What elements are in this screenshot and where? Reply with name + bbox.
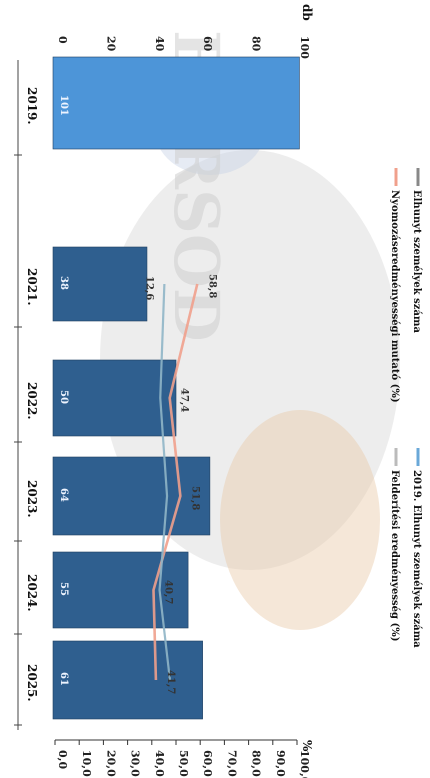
right-axis-tick-label: 30,0	[129, 750, 142, 777]
left-axis-tick-label: 100	[298, 36, 311, 59]
line-value-label: 47,4	[179, 388, 190, 412]
bar-value-label: 64	[58, 488, 69, 502]
bars	[52, 56, 300, 720]
bar-2021	[52, 246, 148, 322]
bar-2023	[52, 456, 211, 536]
left-axis-tick-label: 0	[56, 36, 69, 44]
bar-2024	[52, 551, 189, 629]
bar-value-label: 38	[58, 276, 69, 290]
left-axis-tick-label: 80	[250, 36, 263, 52]
legend-label: 2019. Elhunyt személyek száma	[411, 470, 422, 648]
right-axis-tick-label: 10,0	[80, 750, 93, 777]
right-axis-tick-label: 80,0	[250, 750, 263, 777]
bar-2019	[52, 56, 300, 150]
category-label: 2023.	[25, 480, 39, 518]
left-axis-tick-label: 60	[201, 36, 214, 52]
line-series-1	[152, 283, 199, 681]
right-axis-tick-label: 100,0	[298, 750, 311, 778]
right-axis-tick-label: 40,0	[153, 750, 166, 777]
lines	[152, 283, 199, 681]
left-axis-tick-label: 40	[153, 36, 166, 52]
line-value-label: 41,7	[165, 670, 176, 694]
category-label: 2019.	[25, 87, 39, 125]
right-axis-tick-label: 90,0	[274, 750, 287, 777]
legend-label: Elhunyt személyek száma	[411, 190, 422, 334]
bar-value-label: 50	[58, 390, 69, 404]
legend-label: Nyomozáseredményességi mutató (%)	[389, 190, 400, 403]
legend: Elhunyt személyek száma Nyomozáseredménye…	[389, 168, 422, 648]
line-value-label: 58,8	[206, 274, 217, 298]
category-label: 2024.	[25, 574, 39, 612]
bar-value-label: 55	[58, 582, 69, 596]
right-axis-tick-label: 0,0	[56, 750, 69, 769]
category-label: 2022.	[25, 382, 39, 420]
line-series-2	[158, 283, 172, 681]
right-axis-tick-label: 50,0	[177, 750, 190, 777]
line-value-label: 40,7	[162, 580, 173, 604]
bar-2022	[52, 359, 177, 437]
legend-label: Felderítési eredményesség (%)	[389, 470, 400, 641]
left-axis-unit: db	[300, 4, 314, 21]
bar-2025	[52, 640, 203, 720]
right-axis-tick-label: 20,0	[104, 750, 117, 777]
right-axis-tick-label: 60,0	[201, 750, 214, 777]
right-axis-tick-label: 70,0	[225, 750, 238, 777]
line-value-label: 12,6	[143, 276, 154, 300]
category-label: 2021.	[25, 268, 39, 306]
bar-value-label: 101	[58, 95, 69, 116]
right-axis-unit: %	[300, 740, 314, 752]
line-value-label: 51,8	[189, 486, 200, 510]
labels: 101 38 50 64 55 61 58,8 47,4 51,8 40,7 41,7 12,6	[58, 95, 217, 694]
category-label: 2025.	[25, 664, 39, 702]
left-axis-tick-label: 20	[104, 36, 117, 52]
bar-value-label: 61	[58, 672, 69, 686]
axes: 0,0 10,0 20,0 30,0 40,0 50,0 60,0 70,0 80,0 90,0 1…	[14, 4, 314, 778]
